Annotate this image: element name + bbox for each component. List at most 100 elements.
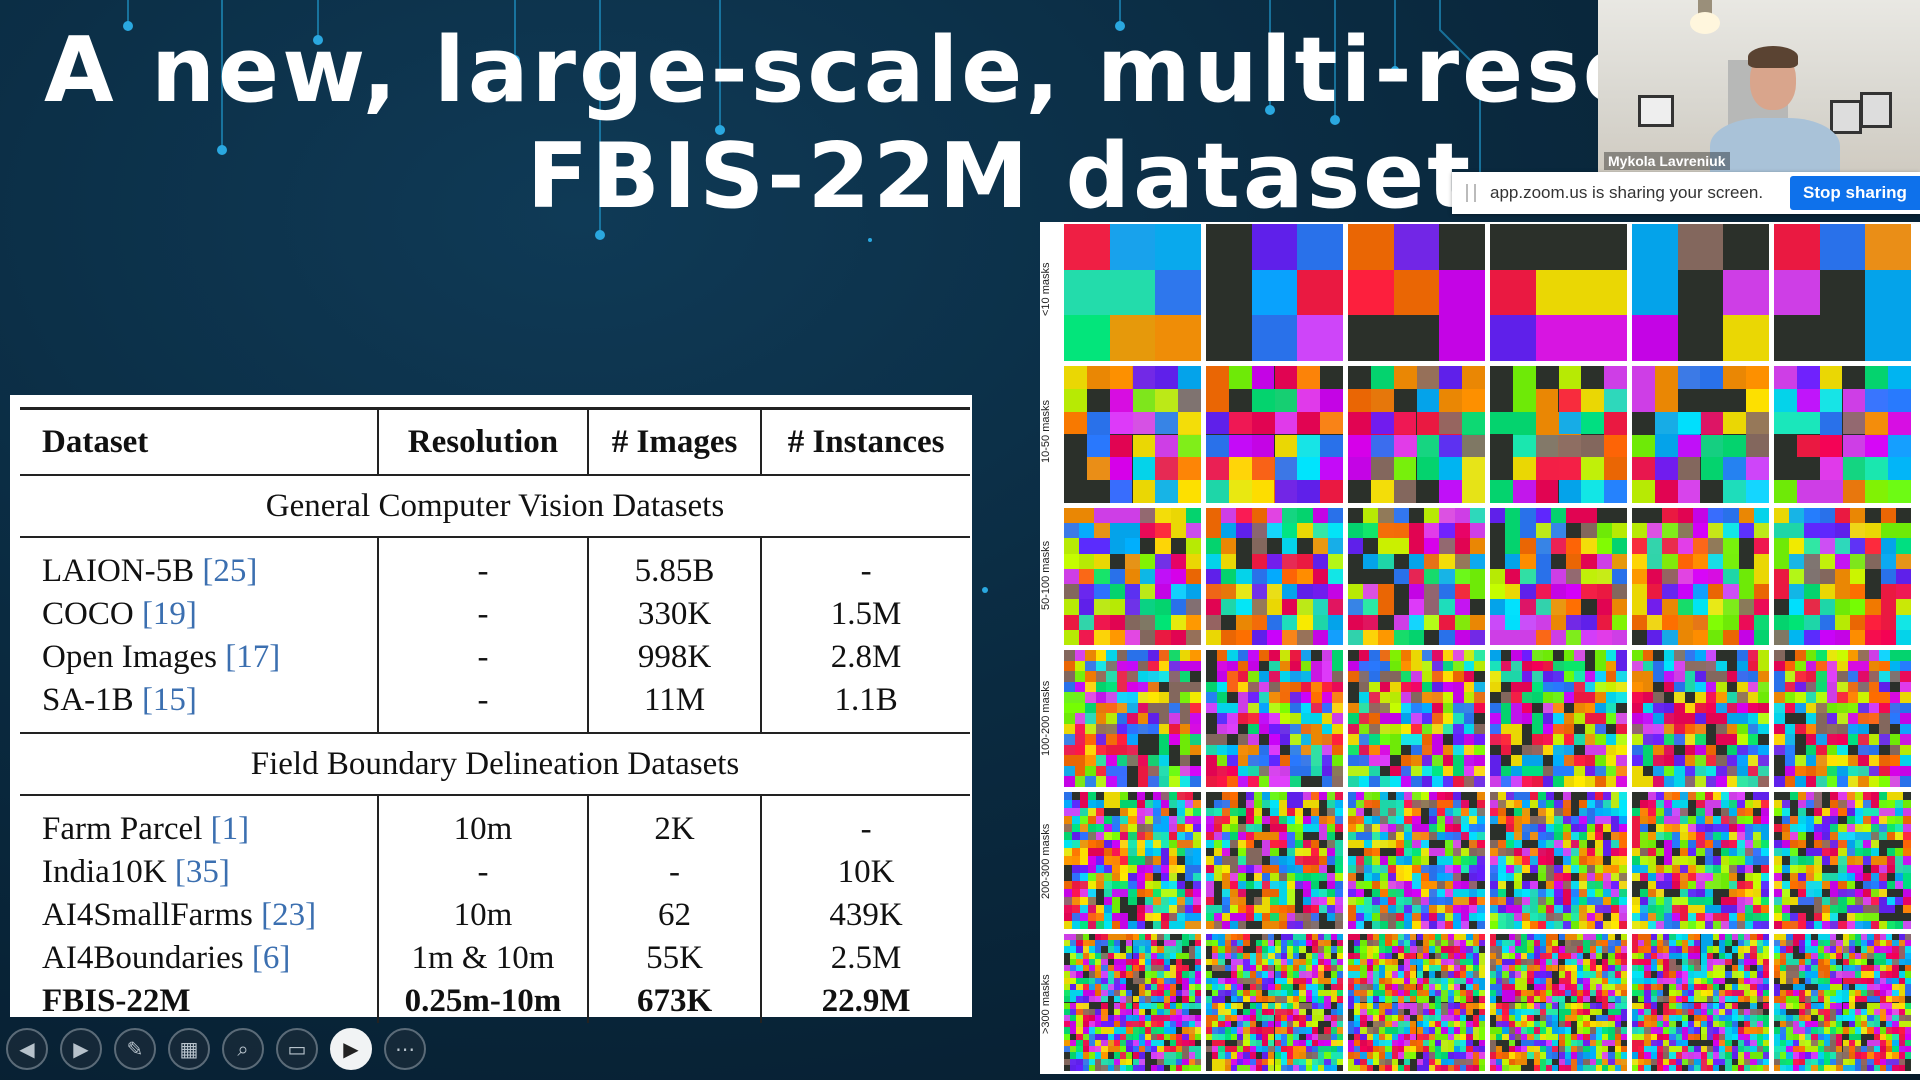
segmentation-patch [1760,912,1769,921]
segmentation-patch [1514,920,1523,929]
segmentation-patch [1176,864,1185,873]
segmentation-patch [1128,816,1137,833]
slides-grid-icon[interactable]: ▦ [168,1028,210,1070]
segmentation-patch [1286,888,1295,905]
segmentation-patch [1206,538,1222,554]
segmentation-patch [1179,755,1191,777]
segmentation-patch [1902,920,1911,929]
segmentation-patch [1522,800,1531,809]
segmentation-patch [1705,755,1717,766]
segmentation-patch [1369,744,1391,756]
next-slide-icon[interactable]: ▶ [60,1028,102,1070]
segmentation-patch [1632,776,1654,787]
segmentation-patch [1490,614,1506,630]
segmentation-patch [1206,614,1222,630]
segmentation-patch [1806,800,1815,809]
segmentation-patch [1558,388,1582,412]
segmentation-patch [1230,880,1239,889]
segmentation-patch [1412,912,1421,929]
segmentation-patch [1148,755,1159,777]
segmentation-patch [1578,808,1587,817]
pen-icon[interactable]: ✎ [114,1028,156,1070]
segmentation-patch [1230,864,1239,881]
segmentation-patch [1632,808,1641,817]
segmentation-patch [1538,808,1555,817]
segmentation-patch [1096,904,1105,913]
segmentation-patch [1318,888,1327,897]
segmentation-patch [1348,824,1357,833]
segmentation-patch [1364,792,1373,801]
segmentation-patch [1562,792,1571,801]
segmentation-patch [1814,872,1823,881]
segmentation-patch [1726,713,1748,724]
drag-handle-icon[interactable] [1466,184,1476,202]
segmentation-patch [1782,920,1799,929]
segmentation-patch [1554,864,1563,881]
segmentation-patch [1830,904,1847,913]
camera-icon[interactable]: ▶ [330,1028,372,1070]
segmentation-patch [1085,765,1107,777]
segmentation-patch [1428,792,1445,801]
subtitles-icon[interactable]: ▭ [276,1028,318,1070]
segmentation-patch [1723,269,1769,316]
zoom-magnifier-icon[interactable]: ⌕ [222,1028,264,1070]
images-cell: 5.85B [586,537,762,593]
segmentation-patch [1246,792,1263,801]
segmentation-patch [1490,792,1499,801]
segmentation-patch [1846,848,1855,857]
citation-ref: [23] [261,897,317,933]
segmentation-patch [1160,920,1169,929]
stop-sharing-button[interactable]: Stop sharing [1790,176,1920,210]
segmentation-patch [1454,614,1470,630]
segmentation-patch [1752,824,1761,833]
segmentation-patch [1902,832,1911,849]
segmentation-patch [1155,629,1171,645]
segmentation-patch [1148,692,1170,703]
segmentation-patch [1302,800,1319,809]
segmentation-patch [1064,599,1080,615]
segmentation-patch [1521,692,1533,703]
segmentation-patch [1664,880,1673,889]
segmentation-patch [1798,864,1815,873]
segmentation-patch [1214,832,1231,841]
segmentation-patch [1163,977,1177,984]
segmentation-patch [1618,832,1627,849]
segmentation-patch [1124,629,1141,645]
segmentation-patch [1553,713,1564,724]
segmentation-patch [1584,713,1596,724]
segmentation-patch [1388,832,1405,841]
segmentation-patch [1570,816,1587,825]
segmentation-patch [1578,912,1595,921]
segmentation-patch [1752,904,1761,921]
segmentation-patch [1758,755,1769,777]
segmentation-patch [1870,808,1879,817]
segmentation-patch [1185,568,1201,585]
segmentation-patch [1798,808,1807,817]
segmentation-patch [1498,888,1507,897]
segmentation-patch [1169,776,1191,787]
segmentation-patch [1728,856,1745,865]
segmentation-patch [1747,734,1759,756]
segmentation-patch [1348,765,1370,777]
segmentation-patch [1334,912,1343,929]
segmentation-patch [1581,553,1597,569]
segmentation-patch [1798,800,1815,809]
segmentation-patch [1664,800,1673,809]
segmentation-patch [1222,856,1239,865]
segmentation-patch [1798,912,1807,929]
segmentation-patch [1760,824,1769,841]
segmentation-patch [1297,269,1343,316]
previous-slide-icon[interactable]: ◀ [6,1028,48,1070]
segmentation-patch [1148,776,1159,787]
segmentation-patch [1088,808,1105,817]
segmentation-patch [1212,1058,1225,1071]
segmentation-patch [1182,971,1189,978]
segmentation-patch [1179,776,1191,787]
segmentation-patch [1254,808,1263,825]
segmentation-patch [1120,856,1129,865]
more-options-icon[interactable]: ⋯ [384,1028,426,1070]
segmentation-patch [1704,816,1713,825]
segmentation-patch [1604,388,1627,412]
segmentation-patch [1294,816,1303,833]
segmentation-patch [1262,864,1279,873]
